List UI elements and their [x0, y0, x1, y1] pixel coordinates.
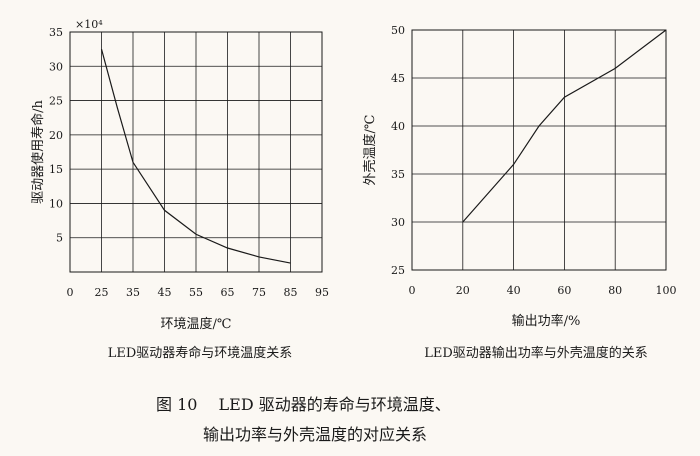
y-tick-labels: 35 30 25 20 15 10 5: [49, 26, 63, 245]
x-tick-label: 20: [456, 284, 470, 297]
plot-frame: [411, 29, 667, 271]
x-tick-labels: 0 20 40 60 80 100: [409, 284, 677, 297]
y-tick-label: 15: [49, 163, 63, 176]
y-tick-label: 20: [49, 129, 63, 142]
figure-caption-line-1: 图 10 LED 驱动器的寿命与环境温度、: [156, 395, 451, 414]
y-tick-label: 25: [49, 95, 63, 108]
y-multiplier-label: ×10⁴: [75, 18, 103, 31]
y-tick-label: 45: [391, 72, 405, 85]
x-tick-label: 75: [252, 286, 266, 299]
data-line: [462, 29, 667, 223]
y-axis-label: 驱动器使用寿命/h: [30, 100, 46, 204]
y-tick-labels: 50 45 40 35 30 25: [391, 24, 405, 277]
x-tick-label: 25: [95, 286, 109, 299]
x-tick-label: 35: [126, 286, 140, 299]
x-tick-label: 95: [315, 286, 329, 299]
grid: [70, 32, 322, 272]
y-tick-label: 30: [391, 216, 405, 229]
y-tick-label: 10: [49, 197, 63, 210]
x-tick-label: 60: [557, 284, 571, 297]
chart-caption: LED驱动器输出功率与外壳温度的关系: [424, 345, 648, 361]
x-tick-label: 100: [656, 284, 677, 297]
y-tick-label: 25: [391, 264, 405, 277]
x-tick-label: 65: [221, 286, 235, 299]
x-axis-label: 输出功率/%: [512, 313, 581, 329]
data-line: [100, 48, 291, 264]
x-tick-label: 0: [67, 286, 74, 299]
x-tick-label: 55: [189, 286, 203, 299]
plot-frame: [69, 31, 323, 273]
figure-caption-line-2: 输出功率与外壳温度的对应关系: [203, 425, 427, 444]
x-axis-label: 环境温度/℃: [161, 316, 232, 332]
y-tick-label: 35: [391, 168, 405, 181]
x-tick-label: 85: [284, 286, 298, 299]
x-tick-label: 80: [608, 284, 622, 297]
chart-caption: LED驱动器寿命与环境温度关系: [108, 345, 293, 361]
chart-lifetime-vs-ambient-temperature: 0 25 35 45 55 65 75 85 95 35 30 25 20 15 10 5 ×10⁴ 驱动器…: [30, 18, 329, 361]
grid: [412, 30, 666, 270]
x-tick-label: 40: [507, 284, 521, 297]
y-tick-label: 5: [56, 232, 63, 245]
y-tick-label: 35: [49, 26, 63, 39]
y-tick-label: 50: [391, 24, 405, 37]
y-axis-label: 外壳温度/℃: [362, 115, 378, 186]
x-tick-labels: 0 25 35 45 55 65 75 85 95: [67, 286, 330, 299]
x-tick-label: 0: [409, 284, 416, 297]
x-tick-label: 45: [158, 286, 172, 299]
y-tick-label: 30: [49, 60, 63, 73]
series-line: [100, 48, 291, 264]
y-tick-label: 40: [391, 120, 405, 133]
series-line: [462, 29, 667, 223]
